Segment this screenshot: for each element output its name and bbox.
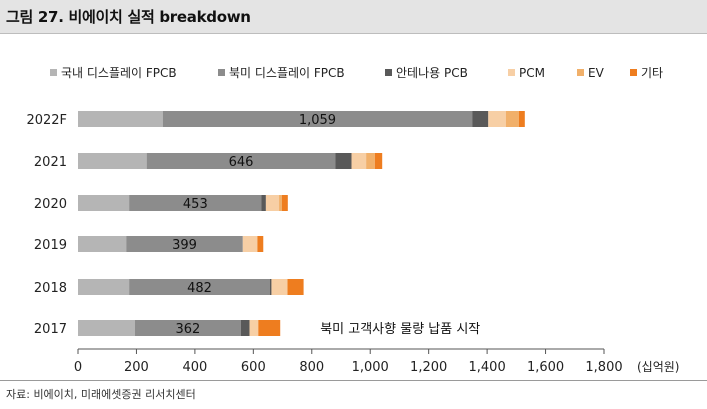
legend-label-4: PCM [519, 66, 545, 80]
legend-swatch-2 [218, 69, 225, 76]
bar-2020-series-6 [281, 195, 288, 211]
legend-label-3: 안테나용 PCB [396, 66, 468, 80]
data-label-2017: 362 [175, 322, 200, 337]
bar-2022F-series-3 [472, 111, 489, 127]
bar-2019-series-6 [257, 236, 264, 252]
x-tick-label-800: 800 [299, 360, 324, 375]
bar-2017-series-4 [249, 320, 259, 336]
legend-label-5: EV [588, 66, 605, 80]
data-label-2018: 482 [187, 281, 212, 296]
bar-2021-series-5 [366, 153, 375, 169]
x-axis-unit: (십억원) [637, 360, 679, 374]
bar-2018-series-4 [271, 279, 288, 295]
x-tick-label-1000: 1,000 [352, 360, 389, 375]
legend-label-6: 기타 [641, 66, 663, 80]
bar-2021-series-1 [78, 153, 147, 169]
bar-2022F-series-5 [505, 111, 519, 127]
source-note: 자료: 비에이치, 미래에셋증권 리서치센터 [6, 388, 196, 401]
legend-swatch-4 [508, 69, 515, 76]
bar-2022F-series-2 [162, 111, 473, 127]
data-label-2020: 453 [183, 197, 208, 212]
bar-2021-series-3 [335, 153, 352, 169]
x-tick-label-200: 200 [124, 360, 149, 375]
bar-2017-series-6 [258, 320, 281, 336]
bar-2018-series-6 [287, 279, 304, 295]
bar-2020-series-5 [279, 195, 282, 211]
bar-2019-series-2 [126, 236, 243, 252]
x-tick-label-0: 0 [74, 360, 82, 375]
bar-2020-series-1 [78, 195, 130, 211]
x-tick-label-1400: 1,400 [469, 360, 506, 375]
legend-swatch-5 [577, 69, 584, 76]
bar-2021-series-6 [374, 153, 383, 169]
bar-2021-series-2 [146, 153, 336, 169]
bar-2018-series-3 [269, 279, 272, 295]
category-label-2017: 2017 [34, 322, 67, 337]
category-label-2018: 2018 [34, 281, 67, 296]
bar-2021-series-4 [351, 153, 367, 169]
legend-label-2: 북미 디스플레이 FPCB [229, 66, 345, 80]
bar-2022F-series-6 [518, 111, 525, 127]
bar-2019-series-4 [242, 236, 258, 252]
data-label-2019: 399 [172, 238, 197, 253]
bar-2020-series-3 [261, 195, 266, 211]
x-tick-label-1600: 1,600 [527, 360, 564, 375]
legend-swatch-1 [50, 69, 57, 76]
bar-2022F-series-1 [78, 111, 163, 127]
header-bar: 그림 27. 비에이치 실적 breakdown [0, 0, 707, 34]
x-tick-label-1200: 1,200 [410, 360, 447, 375]
annotation-text: 북미 고객사향 물량 납품 시작 [320, 322, 480, 337]
x-tick-label-1800: 1,800 [585, 360, 622, 375]
bar-2018-series-1 [78, 279, 130, 295]
legend-swatch-6 [630, 69, 637, 76]
footer-divider [0, 380, 707, 381]
legend-label-1: 국내 디스플레이 FPCB [61, 66, 177, 80]
bar-2017-series-1 [78, 320, 135, 336]
x-tick-label-400: 400 [182, 360, 207, 375]
chart: 국내 디스플레이 FPCB 북미 디스플레이 FPCB 안테나용 PCB PCM EV 기… [26, 66, 679, 375]
bar-2020-series-2 [129, 195, 262, 211]
bar-2017-series-2 [134, 320, 241, 336]
bar-2017-series-3 [240, 320, 250, 336]
figure-title: 그림 27. 비에이치 실적 breakdown [6, 8, 251, 26]
category-label-2021: 2021 [34, 155, 67, 170]
category-label-2020: 2020 [34, 197, 67, 212]
bar-2022F-series-4 [488, 111, 506, 127]
bar-2019-series-1 [78, 236, 127, 252]
bar-2020-series-4 [265, 195, 280, 211]
x-tick-label-600: 600 [241, 360, 266, 375]
category-label-2019: 2019 [34, 238, 67, 253]
data-label-2022F: 1,059 [299, 113, 336, 128]
data-label-2021: 646 [229, 155, 254, 170]
category-label-2022F: 2022F [26, 113, 67, 128]
legend-swatch-3 [385, 69, 392, 76]
bar-2018-series-2 [129, 279, 270, 295]
